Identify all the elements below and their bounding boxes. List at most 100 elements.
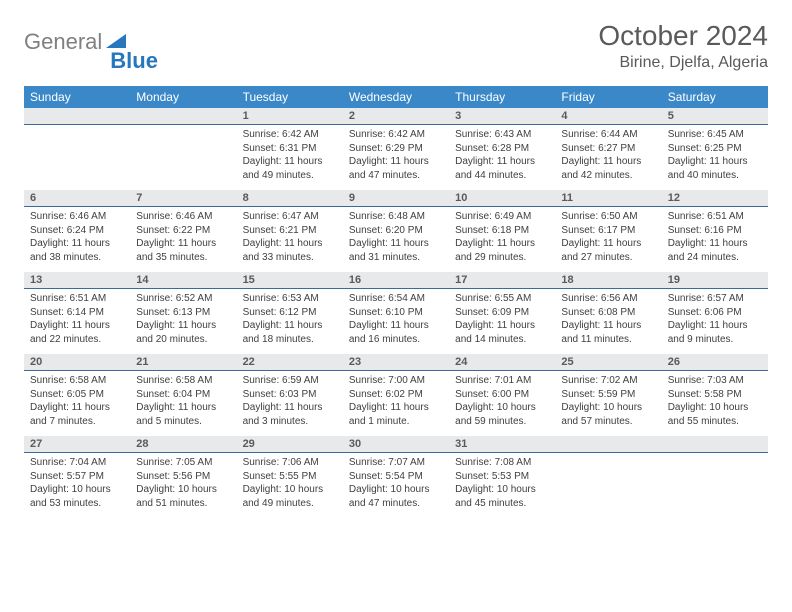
day-number-row: 20212223242526 — [24, 354, 768, 371]
day-cell: Sunrise: 7:05 AMSunset: 5:56 PMDaylight:… — [130, 453, 236, 518]
day-content-row: Sunrise: 7:04 AMSunset: 5:57 PMDaylight:… — [24, 453, 768, 518]
day-cell: Sunrise: 7:03 AMSunset: 5:58 PMDaylight:… — [662, 371, 768, 436]
day-cell: Sunrise: 6:43 AMSunset: 6:28 PMDaylight:… — [449, 125, 555, 190]
day-number: 31 — [449, 436, 555, 452]
daylight-text: Daylight: 11 hours and 5 minutes. — [136, 401, 230, 428]
sunrise-text: Sunrise: 6:58 AM — [136, 374, 230, 388]
sunrise-text: Sunrise: 6:57 AM — [668, 292, 762, 306]
sunset-text: Sunset: 6:09 PM — [455, 306, 549, 320]
day-number: 4 — [555, 108, 661, 124]
day-cell — [130, 125, 236, 190]
sunrise-text: Sunrise: 7:02 AM — [561, 374, 655, 388]
weekday-header: Friday — [555, 86, 661, 108]
daylight-text: Daylight: 10 hours and 57 minutes. — [561, 401, 655, 428]
sunrise-text: Sunrise: 6:43 AM — [455, 128, 549, 142]
weekday-header: Saturday — [662, 86, 768, 108]
day-cell — [662, 453, 768, 518]
day-cell: Sunrise: 7:01 AMSunset: 6:00 PMDaylight:… — [449, 371, 555, 436]
day-number: 23 — [343, 354, 449, 370]
daylight-text: Daylight: 10 hours and 59 minutes. — [455, 401, 549, 428]
daylight-text: Daylight: 10 hours and 45 minutes. — [455, 483, 549, 510]
sunrise-text: Sunrise: 6:53 AM — [243, 292, 337, 306]
sunset-text: Sunset: 6:12 PM — [243, 306, 337, 320]
daylight-text: Daylight: 10 hours and 51 minutes. — [136, 483, 230, 510]
day-cell: Sunrise: 6:51 AMSunset: 6:14 PMDaylight:… — [24, 289, 130, 354]
sunrise-text: Sunrise: 7:01 AM — [455, 374, 549, 388]
day-cell: Sunrise: 7:04 AMSunset: 5:57 PMDaylight:… — [24, 453, 130, 518]
weekday-header: Wednesday — [343, 86, 449, 108]
daylight-text: Daylight: 11 hours and 3 minutes. — [243, 401, 337, 428]
day-number: 6 — [24, 190, 130, 206]
day-cell: Sunrise: 7:07 AMSunset: 5:54 PMDaylight:… — [343, 453, 449, 518]
daylight-text: Daylight: 11 hours and 7 minutes. — [30, 401, 124, 428]
day-cell — [555, 453, 661, 518]
sunset-text: Sunset: 6:18 PM — [455, 224, 549, 238]
day-cell: Sunrise: 7:00 AMSunset: 6:02 PMDaylight:… — [343, 371, 449, 436]
sunset-text: Sunset: 6:21 PM — [243, 224, 337, 238]
day-number: 27 — [24, 436, 130, 452]
day-cell: Sunrise: 7:02 AMSunset: 5:59 PMDaylight:… — [555, 371, 661, 436]
day-number: 25 — [555, 354, 661, 370]
day-number: 30 — [343, 436, 449, 452]
sunset-text: Sunset: 5:56 PM — [136, 470, 230, 484]
day-cell: Sunrise: 6:58 AMSunset: 6:04 PMDaylight:… — [130, 371, 236, 436]
sunrise-text: Sunrise: 6:50 AM — [561, 210, 655, 224]
day-cell: Sunrise: 6:56 AMSunset: 6:08 PMDaylight:… — [555, 289, 661, 354]
weekday-header: Tuesday — [237, 86, 343, 108]
daylight-text: Daylight: 11 hours and 33 minutes. — [243, 237, 337, 264]
sunrise-text: Sunrise: 6:52 AM — [136, 292, 230, 306]
sunrise-text: Sunrise: 6:48 AM — [349, 210, 443, 224]
day-number: 11 — [555, 190, 661, 206]
day-number: 14 — [130, 272, 236, 288]
brand-logo: General Blue — [24, 20, 158, 64]
sunset-text: Sunset: 6:17 PM — [561, 224, 655, 238]
day-cell: Sunrise: 6:46 AMSunset: 6:24 PMDaylight:… — [24, 207, 130, 272]
sunset-text: Sunset: 5:57 PM — [30, 470, 124, 484]
day-content-row: Sunrise: 6:51 AMSunset: 6:14 PMDaylight:… — [24, 289, 768, 354]
day-number: 13 — [24, 272, 130, 288]
day-cell: Sunrise: 6:45 AMSunset: 6:25 PMDaylight:… — [662, 125, 768, 190]
sunset-text: Sunset: 5:58 PM — [668, 388, 762, 402]
daylight-text: Daylight: 11 hours and 22 minutes. — [30, 319, 124, 346]
day-content-row: Sunrise: 6:58 AMSunset: 6:05 PMDaylight:… — [24, 371, 768, 436]
day-cell: Sunrise: 6:50 AMSunset: 6:17 PMDaylight:… — [555, 207, 661, 272]
day-number: 9 — [343, 190, 449, 206]
sunset-text: Sunset: 6:20 PM — [349, 224, 443, 238]
sunrise-text: Sunrise: 7:06 AM — [243, 456, 337, 470]
day-cell: Sunrise: 6:58 AMSunset: 6:05 PMDaylight:… — [24, 371, 130, 436]
day-number: 26 — [662, 354, 768, 370]
sunset-text: Sunset: 6:31 PM — [243, 142, 337, 156]
day-cell: Sunrise: 6:52 AMSunset: 6:13 PMDaylight:… — [130, 289, 236, 354]
day-number: 12 — [662, 190, 768, 206]
daylight-text: Daylight: 11 hours and 1 minute. — [349, 401, 443, 428]
day-number-row: 13141516171819 — [24, 272, 768, 289]
day-number: 17 — [449, 272, 555, 288]
daylight-text: Daylight: 11 hours and 42 minutes. — [561, 155, 655, 182]
sunrise-text: Sunrise: 6:42 AM — [243, 128, 337, 142]
day-number: 28 — [130, 436, 236, 452]
weekday-header: Monday — [130, 86, 236, 108]
sunset-text: Sunset: 6:02 PM — [349, 388, 443, 402]
sunrise-text: Sunrise: 6:56 AM — [561, 292, 655, 306]
day-cell: Sunrise: 6:42 AMSunset: 6:29 PMDaylight:… — [343, 125, 449, 190]
sunrise-text: Sunrise: 7:03 AM — [668, 374, 762, 388]
day-cell: Sunrise: 6:54 AMSunset: 6:10 PMDaylight:… — [343, 289, 449, 354]
location-subtitle: Birine, Djelfa, Algeria — [598, 54, 768, 72]
sunset-text: Sunset: 6:16 PM — [668, 224, 762, 238]
sunset-text: Sunset: 6:10 PM — [349, 306, 443, 320]
sunset-text: Sunset: 6:25 PM — [668, 142, 762, 156]
sunset-text: Sunset: 6:08 PM — [561, 306, 655, 320]
daylight-text: Daylight: 11 hours and 44 minutes. — [455, 155, 549, 182]
daylight-text: Daylight: 11 hours and 14 minutes. — [455, 319, 549, 346]
sunrise-text: Sunrise: 6:45 AM — [668, 128, 762, 142]
sunrise-text: Sunrise: 6:42 AM — [349, 128, 443, 142]
sunrise-text: Sunrise: 6:49 AM — [455, 210, 549, 224]
sunset-text: Sunset: 6:28 PM — [455, 142, 549, 156]
day-cell: Sunrise: 6:51 AMSunset: 6:16 PMDaylight:… — [662, 207, 768, 272]
weeks-container: 12345Sunrise: 6:42 AMSunset: 6:31 PMDayl… — [24, 108, 768, 518]
day-cell: Sunrise: 6:49 AMSunset: 6:18 PMDaylight:… — [449, 207, 555, 272]
day-cell: Sunrise: 6:44 AMSunset: 6:27 PMDaylight:… — [555, 125, 661, 190]
sunset-text: Sunset: 6:06 PM — [668, 306, 762, 320]
day-cell — [24, 125, 130, 190]
sunset-text: Sunset: 6:13 PM — [136, 306, 230, 320]
